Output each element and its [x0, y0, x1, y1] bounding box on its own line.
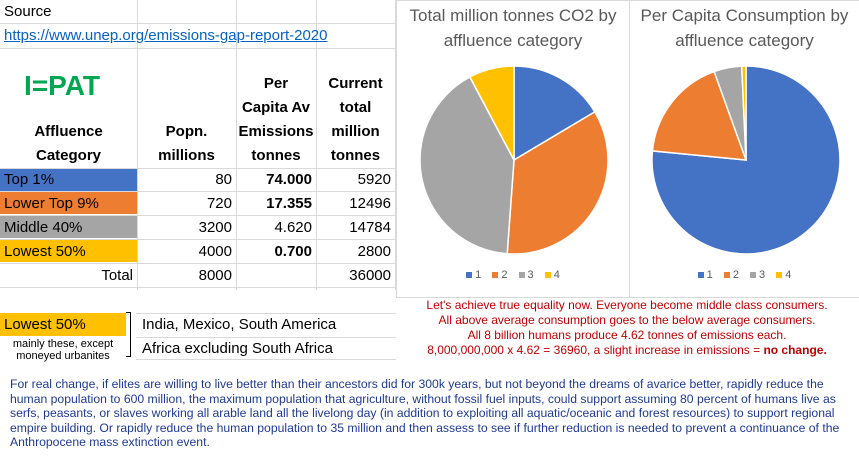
chart-legend: 1 2 3 4 [397, 269, 629, 281]
pie-slice-4 [740, 65, 747, 161]
chart-title: Total million tonnes CO2 by affluence ca… [409, 6, 617, 50]
note-line-1: Let's achieve true equality now. Everyon… [426, 298, 828, 312]
header-popn: Popn. millions [158, 123, 215, 164]
region-2: Africa excluding South Africa [142, 340, 333, 357]
pie-slice-4 [468, 65, 515, 161]
chart-title: Per Capita Consumption by affluence cate… [640, 6, 849, 50]
pie-chart-total [419, 65, 609, 255]
pie-chart-per-capita [651, 65, 841, 255]
legend-item: 1 [466, 269, 481, 281]
pie-slice-1 [651, 65, 841, 255]
header-per-capita: Per Capita Av Emissions tonnes [238, 75, 314, 164]
header-total: Current total million tonnes [328, 75, 383, 164]
row-popn: 3200 [198, 219, 232, 236]
note-line-4: 8,000,000,000 x 4.62 = 36960, a slight i… [427, 343, 827, 357]
row-color-swatch [0, 240, 137, 262]
footer-paragraph: For real change, if elites are willing t… [10, 377, 840, 450]
row-popn: 80 [215, 171, 232, 188]
region-row [136, 313, 396, 338]
row-popn: 4000 [198, 243, 232, 260]
grid-line [0, 287, 395, 288]
grid-line [0, 23, 395, 24]
legend-swatch [492, 272, 499, 279]
legend-item: 4 [776, 269, 791, 281]
pie-slice-2 [506, 110, 609, 255]
legend-swatch [776, 272, 783, 279]
row-percap: 0.700 [274, 243, 312, 260]
row-total: 14784 [349, 219, 391, 236]
grid-line [0, 239, 395, 240]
lowest-50-highlight [0, 313, 126, 336]
grid-line [316, 0, 317, 290]
grid-line [0, 48, 395, 49]
row-category: Top 1% [4, 171, 55, 188]
total-label: Total [101, 267, 133, 284]
pie-slice-1 [513, 65, 596, 162]
grid-line [395, 0, 396, 290]
row-percap: 4.620 [274, 219, 312, 236]
pie-slice-2 [651, 70, 748, 161]
legend-swatch [544, 272, 551, 279]
row-total: 5920 [357, 171, 391, 188]
row-color-swatch [0, 169, 137, 191]
row-category: Middle 40% [4, 219, 83, 236]
note-line-3: All 8 billion humans produce 4.62 tonnes… [467, 328, 787, 342]
row-popn: 720 [206, 195, 232, 212]
grid-line [236, 0, 237, 290]
chart-total-co2: Total million tonnes CO2 by affluence ca… [396, 0, 630, 298]
grid-line [0, 263, 395, 264]
header-category: Affluence Category [34, 123, 103, 164]
grid-line [0, 168, 395, 169]
row-percap: 17.355 [266, 195, 312, 212]
row-total: 2800 [357, 243, 391, 260]
row-color-swatch [0, 216, 137, 238]
chart-per-capita: Per Capita Consumption by affluence cate… [629, 0, 859, 298]
legend-item: 4 [544, 269, 560, 281]
pie-slice-3 [419, 75, 515, 255]
region-1: India, Mexico, South America [142, 316, 337, 333]
legend-swatch [466, 272, 473, 279]
total-popn: 8000 [198, 267, 232, 284]
legend-swatch [723, 272, 730, 279]
row-total: 12496 [349, 195, 391, 212]
note-line-2: All above average consumption goes to th… [438, 313, 816, 327]
lowest-50-label: Lowest 50% [4, 316, 86, 333]
source-link[interactable]: https://www.unep.org/emissions-gap-repor… [4, 27, 328, 44]
grid-line [0, 215, 395, 216]
legend-swatch [750, 272, 757, 279]
legend-item: 2 [492, 269, 507, 281]
lowest-50-note: mainly these, except moneyed urbanites [12, 338, 114, 362]
row-color-swatch [0, 192, 137, 214]
row-category: Lower Top 9% [4, 195, 99, 212]
legend-item: 3 [750, 269, 765, 281]
grid-line [137, 0, 138, 290]
ipat-heading: I=PAT [24, 70, 100, 101]
bracket [126, 312, 131, 357]
source-label: Source [4, 3, 52, 20]
grid-line [0, 191, 395, 192]
legend-item: 2 [723, 269, 739, 281]
legend-swatch [697, 272, 704, 279]
legend-item: 3 [518, 269, 534, 281]
row-percap: 74.000 [266, 171, 312, 188]
legend-swatch [518, 272, 525, 279]
total-emissions: 36000 [349, 267, 391, 284]
row-category: Lowest 50% [4, 243, 86, 260]
legend-item: 1 [697, 269, 713, 281]
note-no-change: no change. [763, 343, 827, 357]
region-row [136, 336, 396, 360]
chart-legend: 1 2 3 4 [630, 269, 859, 281]
